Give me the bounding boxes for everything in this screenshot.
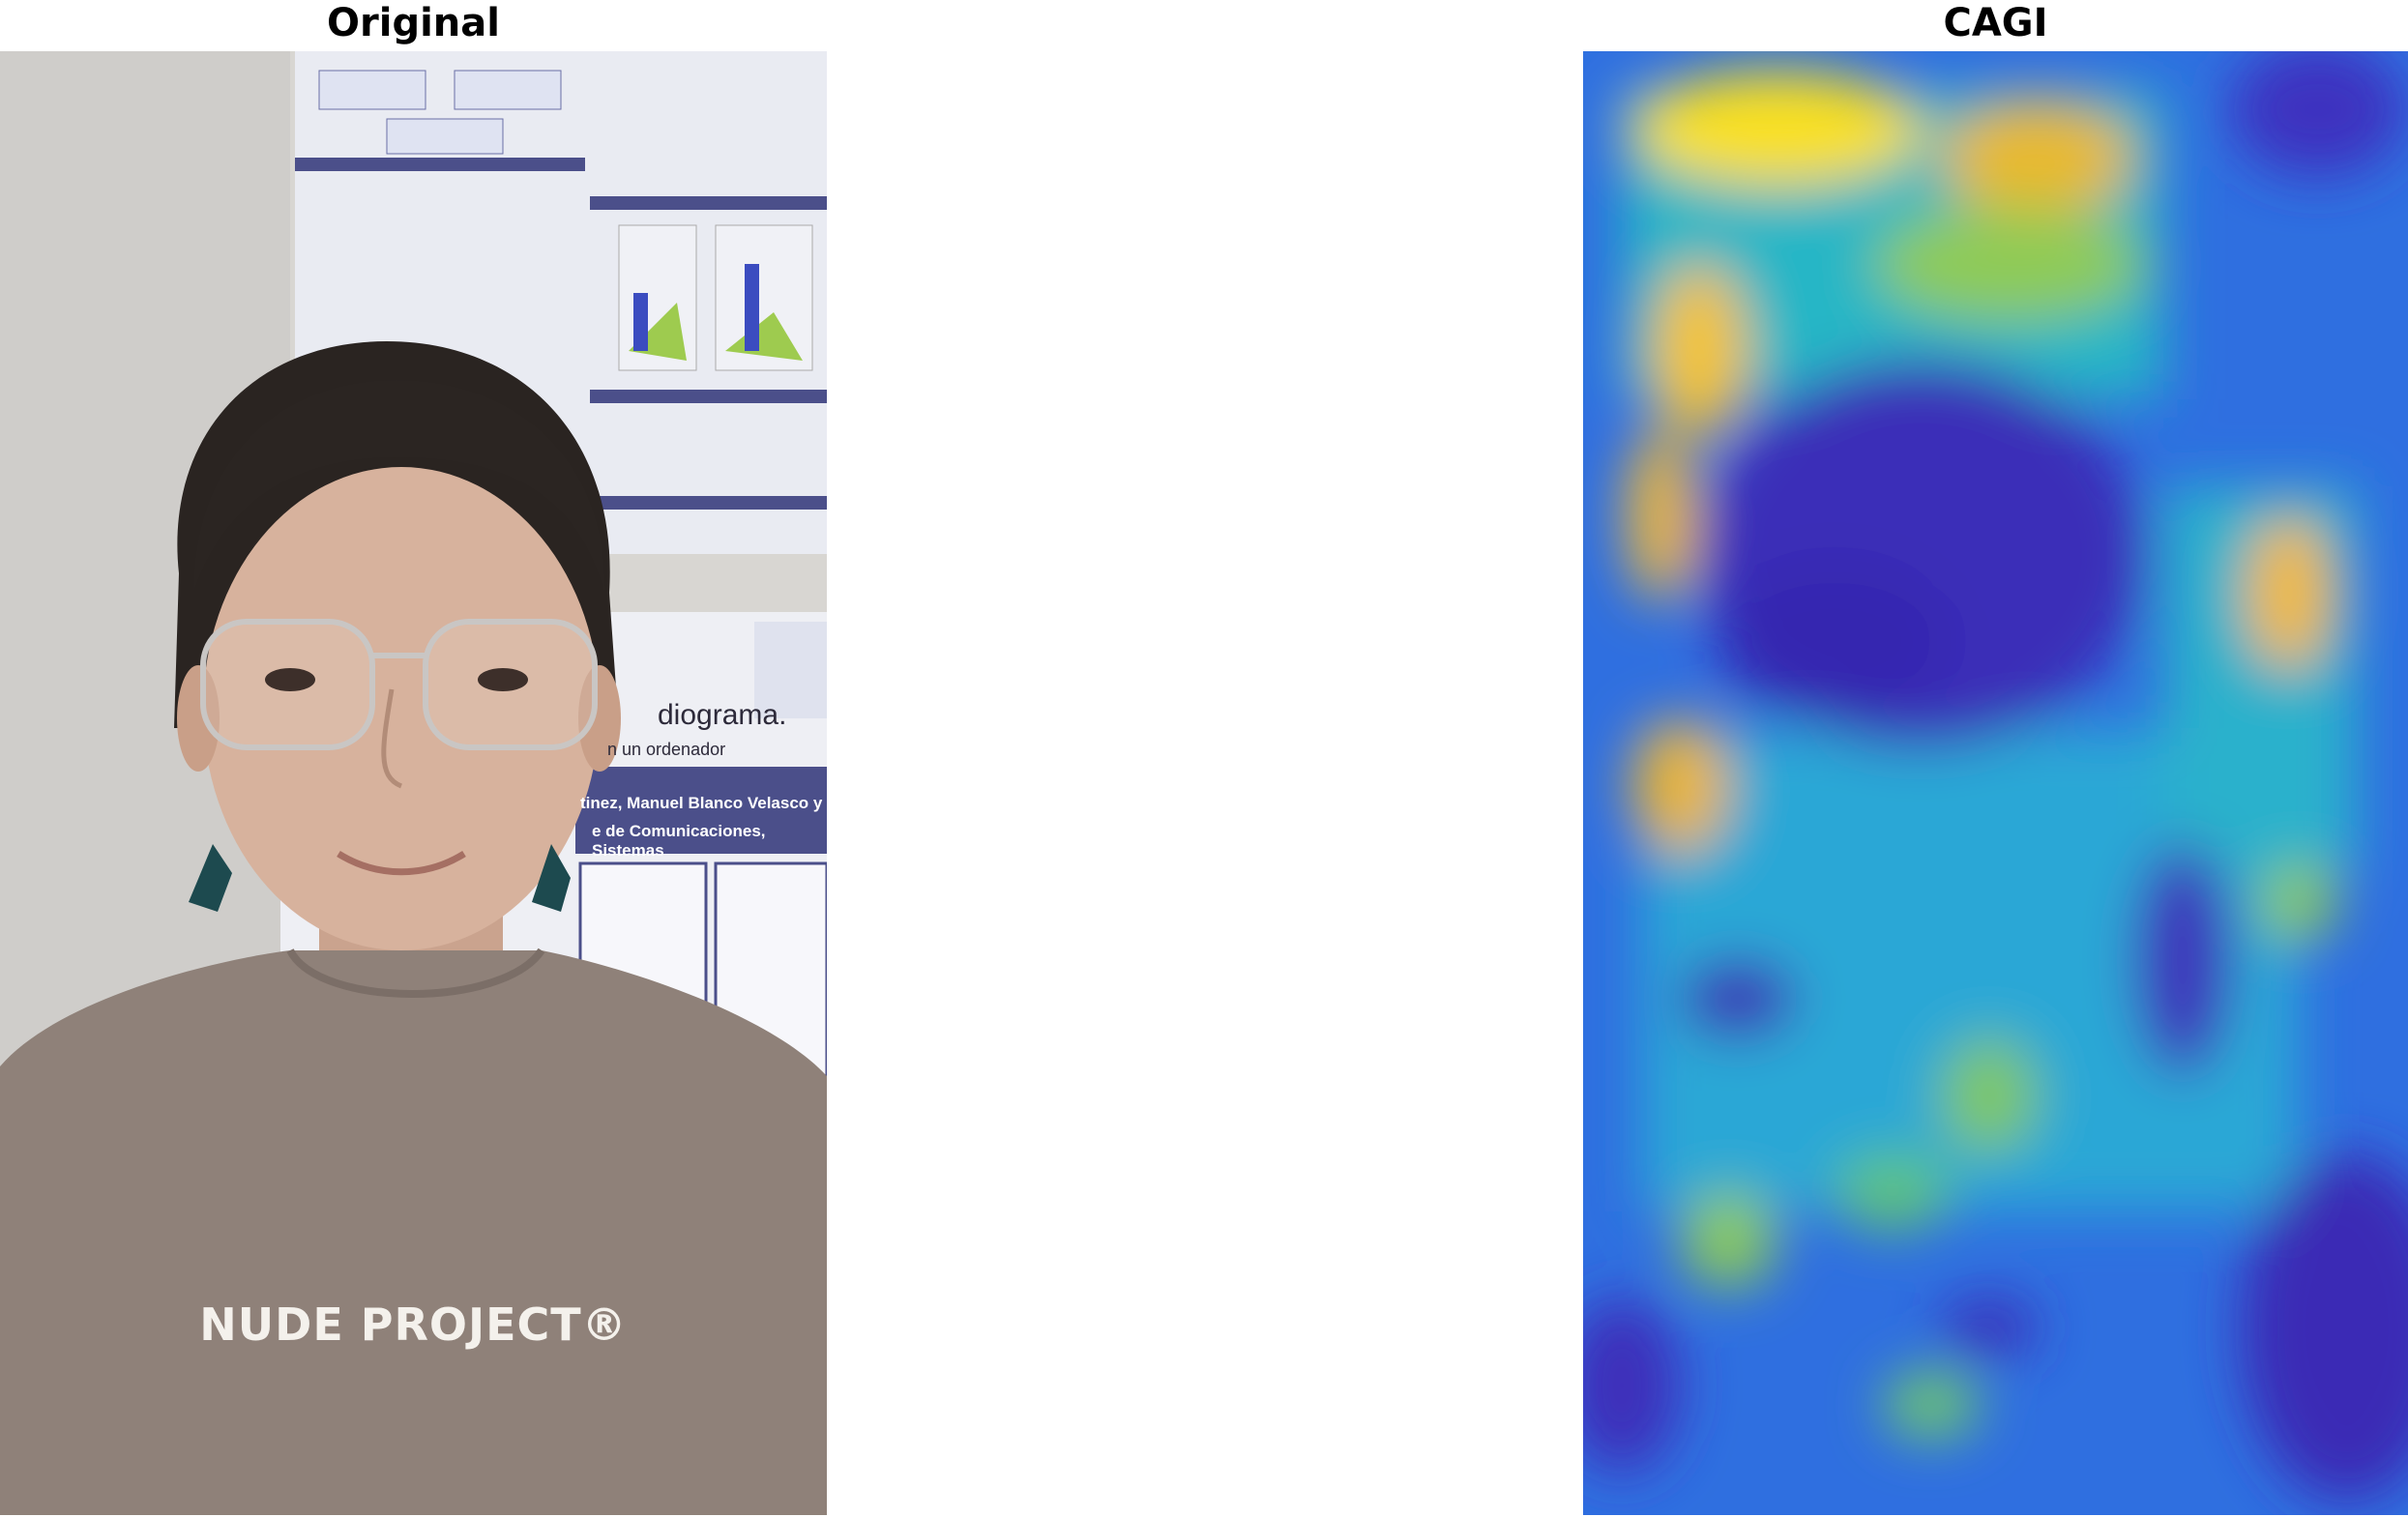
original-photo: diograma. n un ordenador tinez, Manuel B… (0, 51, 827, 1515)
cagi-panel-title: CAGI (1943, 1, 2048, 45)
cagi-heatmap (1583, 51, 2408, 1515)
original-panel-title: Original (327, 1, 500, 45)
poster-authors-fragment: tinez, Manuel Blanco Velasco y (580, 794, 823, 812)
poster-department-fragment: e de Comunicaciones, Sistemas (592, 822, 766, 860)
photo-illustration (0, 51, 827, 1515)
poster-heading-fragment: diograma. (658, 699, 787, 731)
shirt-print-text: NUDE PROJECT® (199, 1298, 628, 1351)
heatmap-graphic (1583, 51, 2408, 1515)
poster-subtitle-fragment: n un ordenador (607, 740, 726, 759)
